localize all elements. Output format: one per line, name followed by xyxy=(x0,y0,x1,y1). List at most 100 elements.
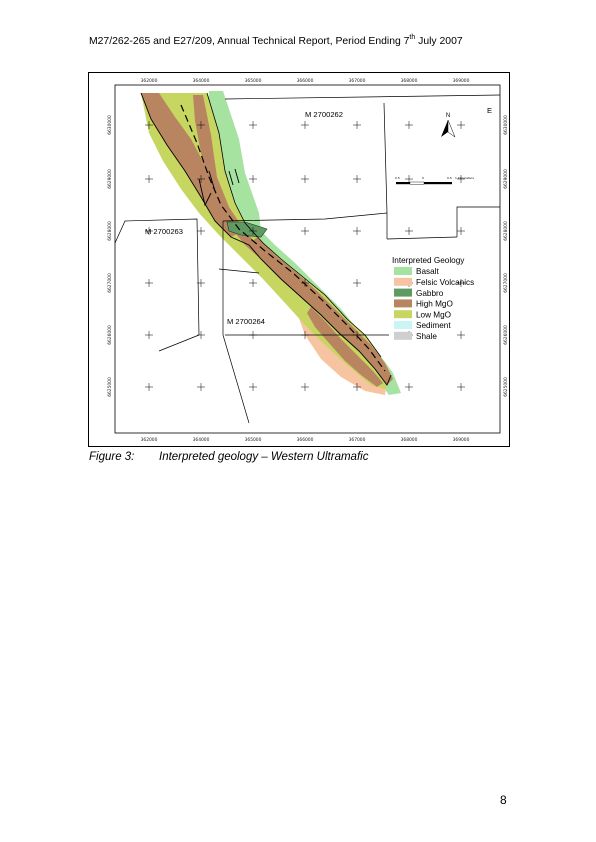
easting-label: 366000 xyxy=(297,437,314,443)
grid-cross xyxy=(197,121,205,129)
northing-label: 6629000 xyxy=(107,169,113,189)
lease-label: M 2700264 xyxy=(227,317,265,326)
header-superscript: th xyxy=(409,34,416,41)
grid-cross xyxy=(301,227,309,235)
northing-label: 6625000 xyxy=(503,377,509,397)
legend-label: High MgO xyxy=(416,300,453,309)
easting-label: 369000 xyxy=(453,437,470,443)
grid-cross xyxy=(457,175,465,183)
legend-swatch xyxy=(394,277,412,286)
easting-label: 369000 xyxy=(453,78,470,84)
grid-cross xyxy=(353,121,361,129)
legend-swatch xyxy=(394,321,412,329)
grid-cross xyxy=(249,383,257,391)
grid-cross xyxy=(197,279,205,287)
north-label: N xyxy=(446,113,450,119)
unit-high-mgo xyxy=(141,93,239,237)
northing-label: 6626000 xyxy=(107,325,113,345)
grid-cross xyxy=(405,121,413,129)
legend-swatch xyxy=(394,299,412,308)
header-text: M27/262-265 and E27/209, Annual Technica… xyxy=(89,36,410,47)
northing-label: 6630000 xyxy=(503,115,509,135)
grid-cross xyxy=(145,279,153,287)
easting-label: 364000 xyxy=(193,437,210,443)
grid-cross xyxy=(197,175,205,183)
grid-cross xyxy=(353,383,361,391)
legend-label: Felsic Volcanics xyxy=(416,278,474,287)
easting-label: 367000 xyxy=(349,437,366,443)
geology-units xyxy=(140,91,401,395)
grid-cross xyxy=(301,279,309,287)
easting-label: 362000 xyxy=(141,78,158,84)
unit-high-mgo xyxy=(249,237,393,385)
header-text-end: July 2007 xyxy=(415,36,463,47)
figure-caption-text: Interpreted geology – Western Ultramafic xyxy=(159,451,369,463)
easting-label: 367000 xyxy=(349,78,366,84)
legend-label: Gabbro xyxy=(416,289,444,298)
legend-swatch xyxy=(394,331,412,340)
lease-label: M 2700262 xyxy=(305,110,343,119)
easting-label: 366000 xyxy=(297,78,314,84)
grid-crosses xyxy=(145,121,465,391)
grid-cross xyxy=(353,227,361,235)
grid-cross xyxy=(353,175,361,183)
grid-cross xyxy=(353,331,361,339)
page-number: 8 xyxy=(500,793,507,807)
scale-label: 0 xyxy=(422,176,424,180)
legend-label: Shale xyxy=(416,332,437,341)
legend-swatch xyxy=(394,267,412,275)
grid-cross xyxy=(249,121,257,129)
northing-label: 6629000 xyxy=(503,169,509,189)
northing-label: 6627000 xyxy=(503,273,509,293)
northing-label: 6628000 xyxy=(503,221,509,241)
scale-label: 1 Kilometers xyxy=(455,176,474,180)
grid-cross xyxy=(405,175,413,183)
page-header: M27/262-265 and E27/209, Annual Technica… xyxy=(89,34,519,47)
grid-cross xyxy=(457,279,465,287)
grid-cross xyxy=(301,331,309,339)
scale-label: 0.5 xyxy=(395,176,400,180)
grid-cross xyxy=(197,227,205,235)
northing-label: 6628000 xyxy=(107,221,113,241)
grid-cross xyxy=(457,121,465,129)
unit-contact xyxy=(198,168,240,207)
grid-cross xyxy=(405,383,413,391)
easting-labels-top: 362000 364000 365000 366000 367000 368000 3690… xyxy=(141,78,470,84)
unit-high-mgo xyxy=(307,307,383,387)
northing-label: 6626000 xyxy=(503,325,509,345)
grid-cross xyxy=(145,383,153,391)
unit-contact xyxy=(206,92,382,358)
legend-label: Basalt xyxy=(416,267,439,276)
grid-cross xyxy=(249,227,257,235)
grid-cross xyxy=(457,227,465,235)
fault-trace xyxy=(180,104,386,372)
grid-cross xyxy=(249,279,257,287)
grid-cross xyxy=(145,121,153,129)
easting-label: 365000 xyxy=(245,437,262,443)
grid-cross xyxy=(197,331,205,339)
legend-swatch xyxy=(394,288,412,297)
grid-cross xyxy=(457,331,465,339)
easting-label: 368000 xyxy=(401,437,418,443)
north-arrow-icon: N xyxy=(441,113,456,138)
northing-labels-right: 6630000 6629000 6628000 6627000 6626000 66250… xyxy=(503,115,509,397)
grid-cross xyxy=(145,175,153,183)
unit-high-mgo xyxy=(193,95,289,275)
geology-map-canvas: 362000 364000 365000 366000 367000 368000 3690… xyxy=(107,78,509,443)
lease-label: M 2700263 xyxy=(145,227,183,236)
figure-caption: Figure 3: Interpreted geology – Western … xyxy=(89,451,368,463)
easting-label: 362000 xyxy=(141,437,158,443)
easting-label: 368000 xyxy=(401,78,418,84)
easting-label: 364000 xyxy=(193,78,210,84)
figure-caption-label: Figure 3: xyxy=(89,451,135,463)
grid-cross xyxy=(353,279,361,287)
northing-labels-left: 6630000 6629000 6628000 6627000 6626000 66250… xyxy=(107,115,113,397)
grid-cross xyxy=(197,383,205,391)
legend-title: Interpreted Geology xyxy=(392,256,465,265)
legend-label: Low MgO xyxy=(416,310,451,319)
grid-cross xyxy=(145,227,153,235)
map-legend: Interpreted Geology Basalt Felsic Volcani… xyxy=(392,256,474,341)
grid-cross xyxy=(457,383,465,391)
scale-bar: 0.5 0 0.5 1 Kilometers xyxy=(395,176,474,185)
northing-label: 6630000 xyxy=(107,115,113,135)
